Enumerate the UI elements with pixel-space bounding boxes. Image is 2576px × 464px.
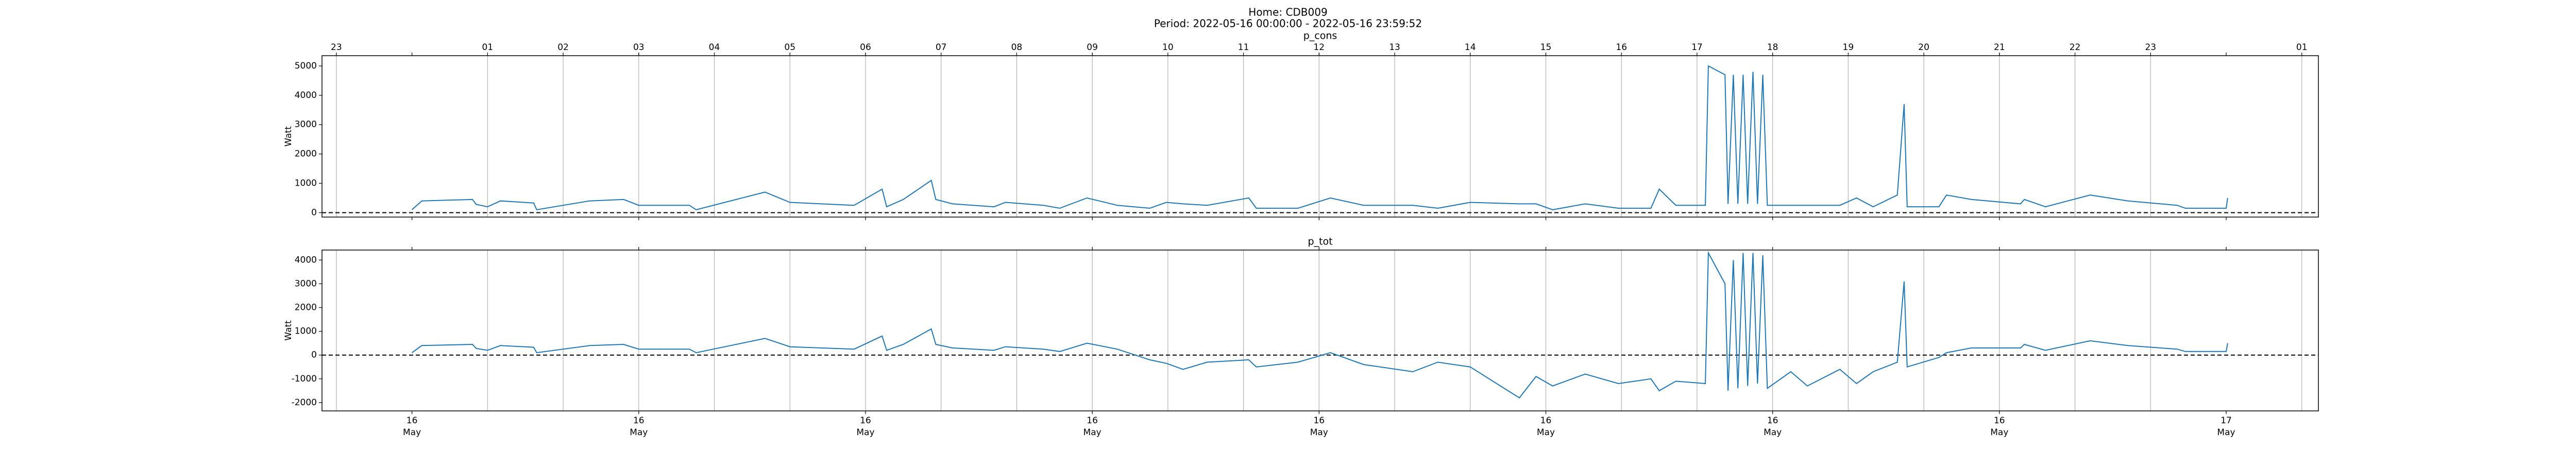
x-tick-label: 16 May <box>1764 416 1782 438</box>
x2-tick-label: 09 <box>1087 42 1098 53</box>
x2-tick-label: 05 <box>784 42 795 53</box>
x-tick-label: 16 May <box>630 416 648 438</box>
y-tick-label: 2000 <box>295 303 317 313</box>
x2-tick-label: 07 <box>936 42 947 53</box>
x-tick-label: 16 May <box>1310 416 1328 438</box>
x-tick-label: 16 May <box>856 416 875 438</box>
x2-tick-label: 19 <box>1843 42 1854 53</box>
x-tick-label: 16 May <box>1990 416 2009 438</box>
y-tick-label: 1000 <box>295 326 317 337</box>
y-tick-label: 4000 <box>295 255 317 265</box>
x2-tick-label: 13 <box>1389 42 1400 53</box>
x-tick-label: 17 May <box>2217 416 2235 438</box>
y-tick-label: 2000 <box>295 149 317 159</box>
figure-subtitle: Period: 2022-05-16 00:00:00 - 2022-05-16… <box>1154 18 1422 30</box>
x2-tick-label: 17 <box>1691 42 1703 53</box>
y-tick-label: 4000 <box>295 90 317 101</box>
axes-frame <box>321 55 2319 218</box>
y-tick-label: -1000 <box>292 374 317 384</box>
y-tick-label: -2000 <box>292 397 317 408</box>
x2-tick-label: 01 <box>2296 42 2308 53</box>
x2-tick-label: 15 <box>1540 42 1552 53</box>
y-tick-label: 0 <box>311 350 317 360</box>
axes-title: p_cons <box>1303 30 1337 42</box>
y-tick-label: 5000 <box>295 61 317 71</box>
x2-tick-label: 11 <box>1238 42 1249 53</box>
x2-tick-label: 18 <box>1767 42 1778 53</box>
x-tick-label: 16 May <box>403 416 421 438</box>
axes-frame <box>321 250 2319 411</box>
x2-tick-label: 08 <box>1011 42 1023 53</box>
x2-tick-label: 23 <box>2145 42 2156 53</box>
data-line <box>412 251 2228 399</box>
x2-tick-label: 01 <box>482 42 494 53</box>
x2-tick-label: 22 <box>2070 42 2081 53</box>
x-tick-label: 16 May <box>1083 416 1101 438</box>
x2-tick-label: 12 <box>1313 42 1325 53</box>
x2-tick-label: 23 <box>331 42 342 53</box>
x2-tick-label: 21 <box>1994 42 2005 53</box>
x2-tick-label: 20 <box>1918 42 1929 53</box>
y-axis-label: Watt <box>283 126 294 146</box>
x2-tick-label: 14 <box>1465 42 1476 53</box>
x-tick-label: 16 May <box>1536 416 1555 438</box>
x2-tick-label: 03 <box>633 42 645 53</box>
y-tick-label: 3000 <box>295 120 317 130</box>
x2-tick-label: 16 <box>1616 42 1627 53</box>
x2-tick-label: 10 <box>1162 42 1174 53</box>
axes-title: p_tot <box>1308 236 1332 247</box>
x2-tick-label: 04 <box>709 42 720 53</box>
x2-tick-label: 02 <box>557 42 569 53</box>
y-tick-label: 1000 <box>295 178 317 189</box>
figure-title: Home: CDB009 <box>1248 6 1327 19</box>
y-tick-label: 3000 <box>295 278 317 289</box>
data-line <box>411 65 2228 210</box>
y-axis-label: Watt <box>283 320 294 341</box>
x2-tick-label: 06 <box>860 42 871 53</box>
y-tick-label: 0 <box>311 207 317 218</box>
